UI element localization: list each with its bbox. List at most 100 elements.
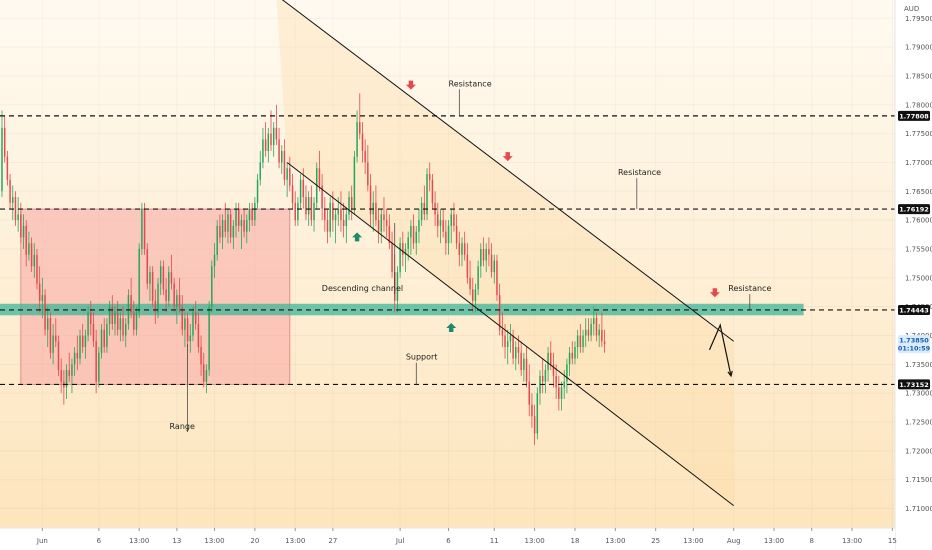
candle-body	[463, 243, 466, 255]
candle-body	[232, 225, 235, 238]
candle-body	[133, 312, 135, 330]
candle-body	[138, 248, 140, 313]
support-resistance-zone	[0, 303, 804, 316]
candle-body	[79, 335, 81, 359]
time-axis[interactable]	[0, 528, 895, 550]
candle-body	[203, 364, 205, 382]
candle-body	[98, 352, 100, 382]
candle-body	[318, 168, 321, 186]
candle-body	[302, 179, 305, 198]
candle-body	[28, 243, 30, 255]
candle-body	[558, 387, 560, 399]
candle-body	[455, 225, 458, 244]
currency-label: AUD	[904, 5, 919, 13]
price-tick-label: 1.78500	[905, 72, 932, 80]
candle-body	[71, 364, 73, 376]
candle-body	[574, 347, 576, 359]
candle-body	[264, 139, 267, 151]
candle-body	[512, 335, 514, 359]
candle-body	[246, 220, 248, 232]
time-tick-label: 13:00	[683, 537, 703, 545]
candle-body	[418, 220, 420, 232]
candle-body	[598, 329, 600, 336]
candle-body	[36, 254, 38, 284]
candle-body	[46, 318, 49, 330]
candle-body	[41, 295, 44, 301]
candle-body	[485, 248, 487, 261]
candle-body	[124, 323, 127, 336]
level-price-tag	[898, 304, 930, 315]
candle-body	[493, 260, 496, 273]
candle-body	[329, 202, 331, 232]
candle-body	[410, 225, 412, 238]
up-arrow-icon	[352, 232, 363, 242]
annotation-label: Range	[170, 422, 195, 431]
candle-body	[243, 220, 245, 232]
candle-body	[547, 352, 549, 371]
candle-body	[407, 237, 409, 249]
current-price-label: 1.73850	[899, 337, 929, 345]
candle-body	[208, 306, 210, 371]
candle-body	[168, 272, 170, 301]
candle-body	[415, 231, 418, 244]
candle-body	[359, 122, 361, 134]
candle-body	[326, 220, 329, 232]
candle-body	[1, 127, 3, 192]
candle-body	[533, 416, 536, 434]
candle-body	[496, 260, 498, 296]
candle-body	[477, 266, 479, 290]
annotation-label: Descending channel	[322, 284, 403, 293]
level-price-label: 1.73152	[899, 381, 929, 389]
time-tick-label: 20	[250, 537, 259, 545]
price-tick-label: 1.72000	[905, 447, 932, 455]
candle-body	[141, 208, 143, 249]
candle-body	[587, 329, 590, 336]
time-tick-label: 6	[97, 537, 102, 545]
candle-body	[576, 335, 579, 348]
candle-body	[450, 214, 452, 226]
price-tick-label: 1.79000	[905, 44, 932, 52]
price-tick-label: 1.71000	[905, 505, 932, 513]
candle-body	[227, 214, 229, 232]
candle-body	[181, 306, 183, 330]
candle-body	[324, 208, 326, 221]
time-tick-label: 27	[328, 537, 337, 545]
candle-body	[17, 214, 19, 221]
candle-body	[165, 289, 167, 301]
current-price-tag	[898, 335, 930, 354]
candle-body	[520, 352, 522, 371]
candle-body	[584, 329, 587, 336]
candle-body	[388, 225, 391, 244]
annotations: Resistance Resistance Resistance Support Des…	[170, 79, 771, 432]
candle-body	[504, 335, 506, 348]
candle-body	[439, 220, 442, 226]
candle-body	[57, 341, 60, 371]
candle-body	[205, 370, 208, 382]
levels-and-channel	[0, 0, 895, 507]
candle-body	[453, 214, 455, 226]
candle-body	[44, 295, 46, 330]
candle-body	[377, 220, 380, 232]
candle-body	[100, 329, 103, 353]
time-tick-label: Aug	[727, 537, 741, 545]
time-tick-label: Jul	[395, 537, 405, 545]
candle-body	[603, 341, 606, 345]
level-price-tag	[898, 204, 930, 215]
down-arrow-icon	[502, 152, 513, 162]
candle-body	[531, 404, 533, 417]
candle-body	[517, 347, 520, 353]
channel-lower-line	[286, 162, 734, 507]
time-tick-label: 13:00	[204, 537, 224, 545]
price-axis[interactable]	[895, 0, 932, 550]
candle-body	[472, 289, 474, 301]
candle-body	[431, 179, 434, 203]
level-price-label: 1.74443	[899, 306, 929, 314]
candle-body	[305, 197, 307, 215]
price-tick-label: 1.76000	[905, 217, 932, 225]
candle-body	[116, 312, 119, 330]
candle-body	[426, 174, 428, 215]
candle-body	[162, 266, 165, 290]
annotation-label: Resistance	[449, 79, 492, 88]
